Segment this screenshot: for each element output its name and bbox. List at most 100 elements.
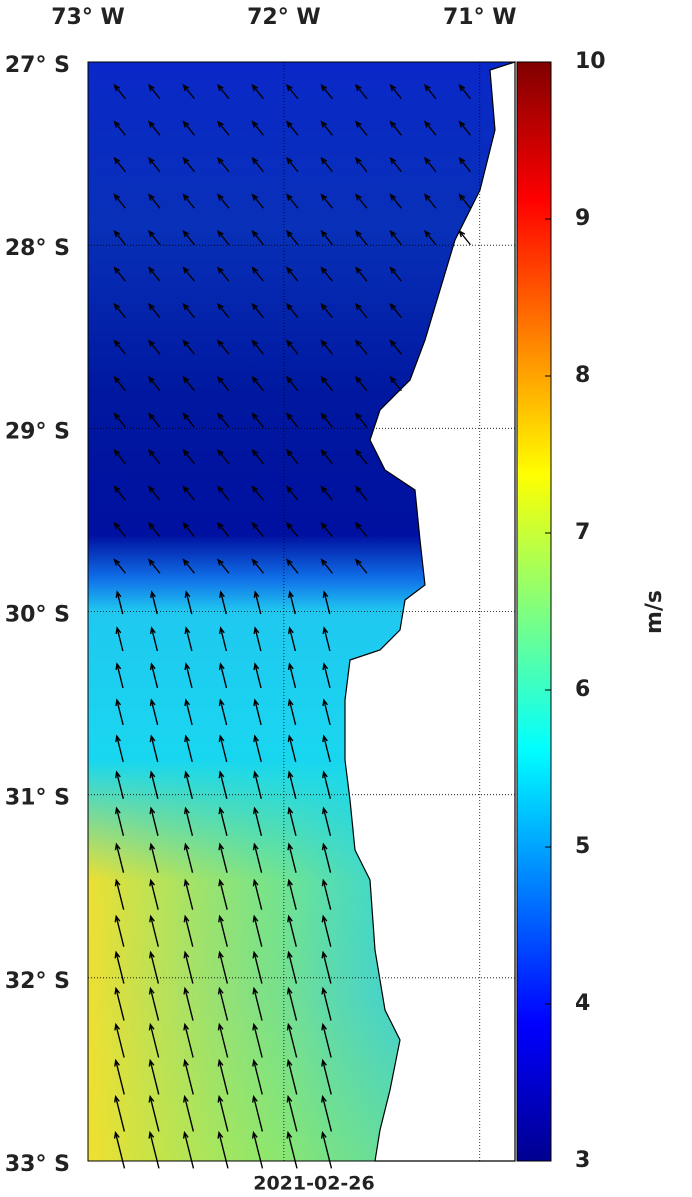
wind-arrow <box>321 986 332 1021</box>
wind-arrow <box>115 734 124 763</box>
wind-arrow <box>113 83 126 100</box>
wind-arrow <box>285 156 299 173</box>
wind-arrow <box>252 1094 264 1132</box>
wind-arrow <box>286 1022 298 1058</box>
wind-arrow <box>251 120 264 136</box>
wind-arrow <box>182 302 195 319</box>
wind-arrow <box>251 266 264 282</box>
wind-arrow <box>149 734 159 763</box>
wind-arrow <box>216 339 230 355</box>
wind-arrow <box>251 193 264 209</box>
wind-arrow <box>389 266 402 282</box>
wind-arrow <box>183 950 194 984</box>
colorbar <box>516 61 552 1162</box>
wind-arrow <box>251 83 264 100</box>
wind-arrow <box>458 193 471 209</box>
wind-arrow <box>252 1058 263 1095</box>
wind-arrow <box>321 806 332 836</box>
wind-arrow <box>218 770 228 799</box>
wind-arrow <box>218 734 228 763</box>
wind-arrow <box>182 485 195 501</box>
wind-arrow <box>287 770 297 799</box>
wind-arrow <box>253 770 263 799</box>
wind-arrow <box>322 698 331 726</box>
wind-arrow <box>285 339 299 355</box>
wind-arrow <box>286 1058 298 1095</box>
wind-arrow <box>113 156 126 173</box>
wind-arrow <box>147 156 161 173</box>
wind-arrow <box>285 485 299 501</box>
wind-arrow <box>322 734 331 763</box>
wind-arrow <box>285 521 299 538</box>
wind-arrow <box>183 986 194 1021</box>
wind-arrow <box>321 878 332 910</box>
wind-arrow <box>354 448 368 465</box>
colorbar-tick-label: 8 <box>575 363 590 388</box>
wind-arrow <box>423 83 437 100</box>
wind-arrow <box>321 950 332 984</box>
wind-arrow <box>217 1094 229 1132</box>
wind-arrow <box>217 1058 229 1095</box>
lat-label: 30° S <box>5 603 70 628</box>
wind-arrow <box>113 302 126 319</box>
wind-arrow <box>182 448 195 465</box>
wind-arrow <box>320 412 333 428</box>
wind-arrow <box>320 302 333 319</box>
wind-arrow <box>113 521 126 538</box>
wind-arrow <box>184 590 193 615</box>
lat-label: 29° S <box>5 419 70 444</box>
wind-arrow <box>182 521 195 538</box>
lat-label: 28° S <box>5 236 70 261</box>
wind-arrow <box>321 1022 332 1058</box>
wind-arrow <box>354 229 368 246</box>
wind-arrow <box>287 662 297 689</box>
wind-arrow <box>287 734 297 763</box>
wind-arrow <box>251 521 264 538</box>
wind-arrow <box>320 485 333 501</box>
wind-arrow <box>218 914 228 947</box>
wind-arrow <box>322 662 331 689</box>
wind-arrow <box>286 950 298 984</box>
wind-arrow <box>320 339 333 355</box>
wind-arrow <box>216 485 230 501</box>
wind-arrow <box>253 734 262 763</box>
wind-arrow <box>148 1130 160 1169</box>
wind-arrow <box>147 83 161 100</box>
colorbar-tick-label: 4 <box>575 991 590 1016</box>
wind-arrow <box>251 412 264 428</box>
wind-arrow <box>287 842 297 873</box>
lat-label: 31° S <box>5 786 70 811</box>
wind-arrow <box>113 1130 126 1169</box>
wind-arrow <box>252 1022 263 1058</box>
wind-arrow <box>182 1130 195 1169</box>
wind-arrow <box>285 266 299 282</box>
wind-arrow <box>147 412 161 428</box>
lon-label: 73° W <box>51 5 125 30</box>
wind-arrow <box>113 558 126 574</box>
wind-arrow <box>285 83 299 100</box>
lat-label: 32° S <box>5 969 70 994</box>
wind-arrow <box>216 558 230 574</box>
wind-arrow <box>251 229 264 246</box>
wind-arrow <box>114 806 125 836</box>
wind-arrow <box>183 1094 195 1132</box>
wind-arrow <box>216 521 230 538</box>
wind-arrow <box>286 1094 298 1132</box>
wind-arrow <box>216 193 230 209</box>
wind-arrow <box>286 1130 298 1169</box>
wind-arrow <box>322 770 332 799</box>
wind-arrow <box>252 842 263 873</box>
wind-arrow <box>218 806 228 836</box>
wind-arrow <box>320 448 333 465</box>
wind-arrow <box>354 558 368 574</box>
wind-arrow <box>148 986 160 1021</box>
wind-arrow <box>389 229 402 246</box>
wind-arrow <box>354 156 368 173</box>
wind-arrow <box>285 120 299 136</box>
wind-arrow <box>218 662 228 689</box>
wind-arrow <box>354 521 368 538</box>
wind-arrow <box>287 698 297 726</box>
wind-arrow <box>148 1022 160 1058</box>
wind-arrow <box>184 770 194 799</box>
wind-arrow <box>389 193 402 209</box>
